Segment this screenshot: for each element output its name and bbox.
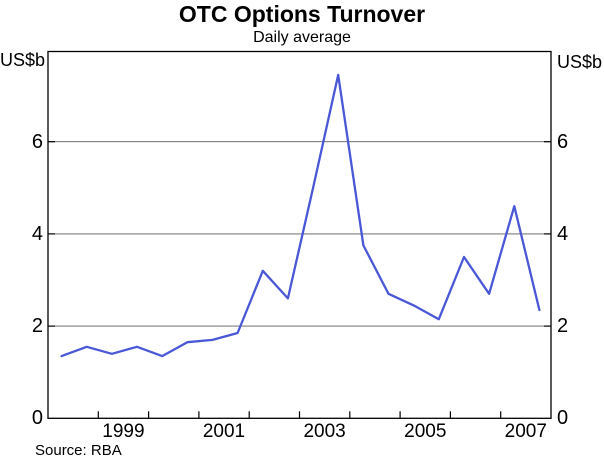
x-axis-label-1999: 1999: [102, 421, 145, 442]
x-axis-label-2005: 2005: [404, 421, 447, 442]
chart-subtitle: Daily average: [253, 29, 351, 46]
x-axis-label-2007: 2007: [504, 421, 547, 442]
plot-frame: [47, 50, 552, 419]
y-tick-label-left-4: 4: [31, 222, 43, 245]
x-axis-label-2003: 2003: [303, 421, 346, 442]
y-tick-label-right-6: 6: [557, 130, 569, 153]
y-tick-label-left-2: 2: [31, 315, 43, 338]
chart-title: OTC Options Turnover: [178, 1, 426, 27]
y-axis-unit-right: US$b: [557, 52, 603, 72]
y-tick-label-right-4: 4: [557, 222, 569, 245]
source-note: Source: RBA: [35, 442, 122, 459]
y-tick-label-left-0: 0: [31, 407, 43, 430]
turnover-line: [60, 73, 541, 358]
y-tick-label-right-0: 0: [557, 407, 569, 430]
y-axis-unit-left: US$b: [0, 50, 46, 70]
y-tick-label-left-6: 6: [31, 130, 43, 153]
y-tick-label-right-2: 2: [557, 315, 569, 338]
x-axis-label-2001: 2001: [202, 421, 246, 442]
